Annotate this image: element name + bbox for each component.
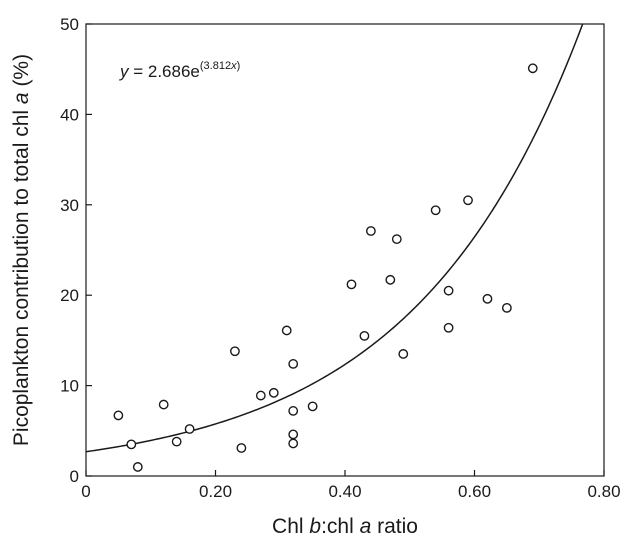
data-points (113, 63, 538, 472)
x-title-part-4: a (360, 515, 372, 538)
data-point (482, 293, 493, 304)
data-point (443, 285, 454, 296)
data-point (307, 401, 318, 412)
data-point (346, 279, 357, 290)
y-tick-label: 50 (60, 15, 79, 34)
y-tick-label: 30 (60, 196, 79, 215)
equation-exponent-open: (3.812 (200, 60, 231, 72)
data-point (288, 359, 299, 369)
data-point (501, 302, 512, 313)
y-title-part-1: Picoplankton contribution to total chl (10, 104, 33, 446)
equation-exponent-var: x (230, 60, 237, 72)
x-tick-label: 0.80 (587, 482, 620, 501)
fit-equation: y = 2.686e(3.812x) (119, 60, 240, 81)
data-point (365, 226, 376, 236)
data-point (443, 322, 454, 333)
data-point (288, 406, 299, 416)
x-title-part-3: :chl (321, 515, 360, 538)
plot-frame (85, 23, 605, 477)
data-point (385, 274, 396, 285)
data-point (430, 205, 441, 216)
y-tick-label: 20 (60, 286, 79, 305)
data-point (398, 349, 409, 359)
data-point (463, 195, 473, 206)
y-title-part-2: a (10, 92, 33, 104)
x-tick-label: 0.60 (458, 482, 491, 501)
data-point (268, 387, 279, 398)
equation-lhs: y (119, 62, 130, 81)
data-point (126, 439, 137, 450)
x-tick-label: 0.40 (328, 482, 361, 501)
data-point (281, 325, 292, 336)
y-axis-ticks: 0 10 20 30 40 50 (60, 15, 92, 486)
x-tick-label: 0.20 (199, 482, 232, 501)
data-point (236, 443, 247, 453)
data-point (184, 424, 195, 434)
data-point (527, 63, 538, 74)
data-point (359, 330, 370, 341)
x-title-part-2: b (309, 515, 321, 538)
data-point (255, 390, 266, 401)
x-tick-label: 0 (81, 482, 90, 501)
data-point (288, 438, 299, 449)
y-tick-label: 0 (70, 467, 79, 486)
data-point (171, 436, 182, 447)
data-point (230, 346, 240, 357)
fit-curve (85, 23, 584, 453)
equation-mid: = 2.686e (129, 62, 200, 81)
data-point (391, 234, 402, 245)
x-axis-ticks: 0 0.20 0.40 0.60 0.80 (81, 470, 621, 501)
y-tick-label: 40 (60, 105, 79, 124)
x-axis-title: Chl b:chl a ratio (272, 515, 418, 538)
equation-exponent-close: ) (237, 60, 241, 72)
x-title-part-5: ratio (371, 515, 418, 538)
data-point (288, 429, 299, 440)
y-tick-label: 10 (60, 377, 79, 396)
y-title-part-3: (%) (10, 54, 33, 93)
data-point (113, 410, 124, 421)
y-axis-title: Picoplankton contribution to total chl a… (10, 54, 33, 446)
data-point (158, 399, 169, 410)
data-point (132, 462, 143, 472)
x-title-part-1: Chl (272, 515, 309, 538)
